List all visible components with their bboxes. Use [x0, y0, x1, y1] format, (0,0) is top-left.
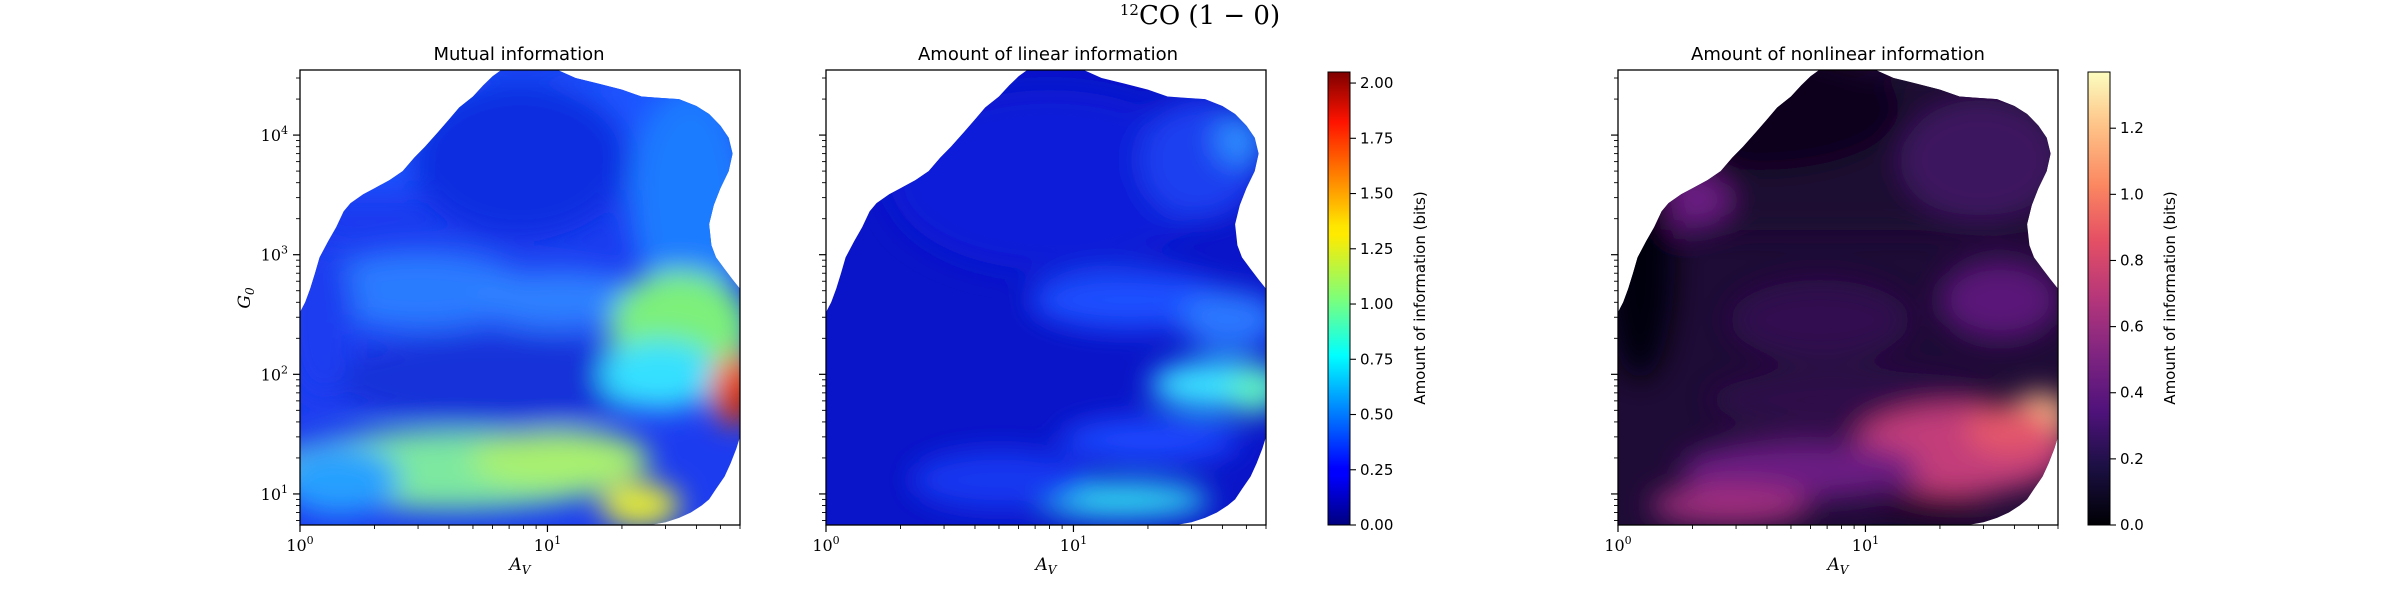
panel-title: Amount of nonlinear information	[1691, 44, 1985, 65]
plot-frame	[299, 69, 741, 526]
x-axis-label: AV	[1034, 555, 1058, 577]
y-axis	[819, 77, 826, 521]
colorbar-tick-label: 1.2	[2120, 119, 2144, 137]
colorbar-tick-label: 0.50	[1360, 406, 1393, 424]
heatmap-image	[826, 70, 1266, 525]
colorbar-tick-label: 0.0	[2120, 516, 2144, 534]
colorbar-tick-label: 0.4	[2120, 384, 2144, 402]
x-tick-label: 101	[1060, 534, 1087, 555]
colorbar-tick-label: 1.50	[1360, 185, 1393, 203]
suptitle-superscript: 12	[1120, 1, 1139, 19]
x-axis-label: AV	[508, 555, 532, 577]
colorbar-gradient	[1327, 71, 1351, 526]
colorbar-tick-label: 0.25	[1360, 461, 1393, 479]
y-tick-label: 102	[261, 363, 288, 384]
plot-frame	[1617, 69, 2059, 526]
colorbar-tick-label: 0.2	[2120, 450, 2144, 468]
y-axis	[1611, 77, 1618, 521]
colorbar-tick-label: 0.8	[2120, 251, 2144, 269]
colorbar-tick-label: 1.00	[1360, 295, 1393, 313]
x-tick-label: 101	[534, 534, 561, 555]
x-axis: 100 101	[1604, 525, 2059, 555]
colorbar-ticks: 0.0 0.2 0.4 0.6 0.8 1.0 1.2	[2110, 119, 2144, 534]
x-tick-label: 100	[1604, 534, 1631, 555]
colorbar-tick-label: 1.25	[1360, 240, 1393, 258]
colorbar-magma: 0.0 0.2 0.4 0.6 0.8 1.0 1.2 Amount of informat…	[2087, 71, 2179, 534]
panel-title: Amount of linear information	[918, 44, 1178, 65]
panel-linear-information: Amount of linear information 100 101 AV	[812, 44, 1267, 577]
y-axis-label: G0	[235, 287, 257, 309]
y-tick-label: 104	[261, 124, 288, 145]
x-tick-label: 100	[286, 534, 313, 555]
x-axis: 100 101	[286, 525, 741, 555]
colorbar-tick-label: 0.00	[1360, 516, 1393, 534]
x-axis: 100 101	[812, 525, 1267, 555]
y-tick-label: 101	[261, 483, 288, 504]
colorbar-tick-label: 1.75	[1360, 129, 1393, 147]
y-axis: 101 102 103 104	[261, 77, 300, 521]
colorbar-ticks: 0.00 0.25 0.50 0.75 1.00 1.25 1.50 1.75 2.00	[1350, 74, 1393, 534]
colorbar-gradient	[2087, 71, 2111, 526]
colorbar-label: Amount of information (bits)	[2161, 191, 2179, 404]
figure-suptitle: 12CO (1 − 0)	[1120, 1, 1280, 31]
x-tick-label: 100	[812, 534, 839, 555]
colorbar-tick-label: 0.75	[1360, 350, 1393, 368]
colorbar-label: Amount of information (bits)	[1411, 191, 1429, 404]
panel-mutual-information: Mutual information 100 101	[235, 44, 741, 577]
panel-title: Mutual information	[433, 44, 604, 65]
colorbar-tick-label: 0.6	[2120, 318, 2144, 336]
panel-nonlinear-information: Amount of nonlinear information 10	[1604, 44, 2059, 577]
colorbar-tick-label: 1.0	[2120, 185, 2144, 203]
x-tick-label: 101	[1852, 534, 1879, 555]
heatmap-image	[1618, 70, 2058, 525]
x-axis-label: AV	[1826, 555, 1850, 577]
y-tick-label: 103	[261, 244, 288, 265]
colorbar-jet: 0.00 0.25 0.50 0.75 1.00 1.25 1.50 1.75 2.00 Amo…	[1327, 71, 1429, 534]
heatmap-image	[300, 70, 740, 525]
suptitle-main: CO (1 − 0)	[1139, 1, 1280, 31]
plot-frame	[825, 69, 1267, 526]
colorbar-tick-label: 2.00	[1360, 74, 1393, 92]
